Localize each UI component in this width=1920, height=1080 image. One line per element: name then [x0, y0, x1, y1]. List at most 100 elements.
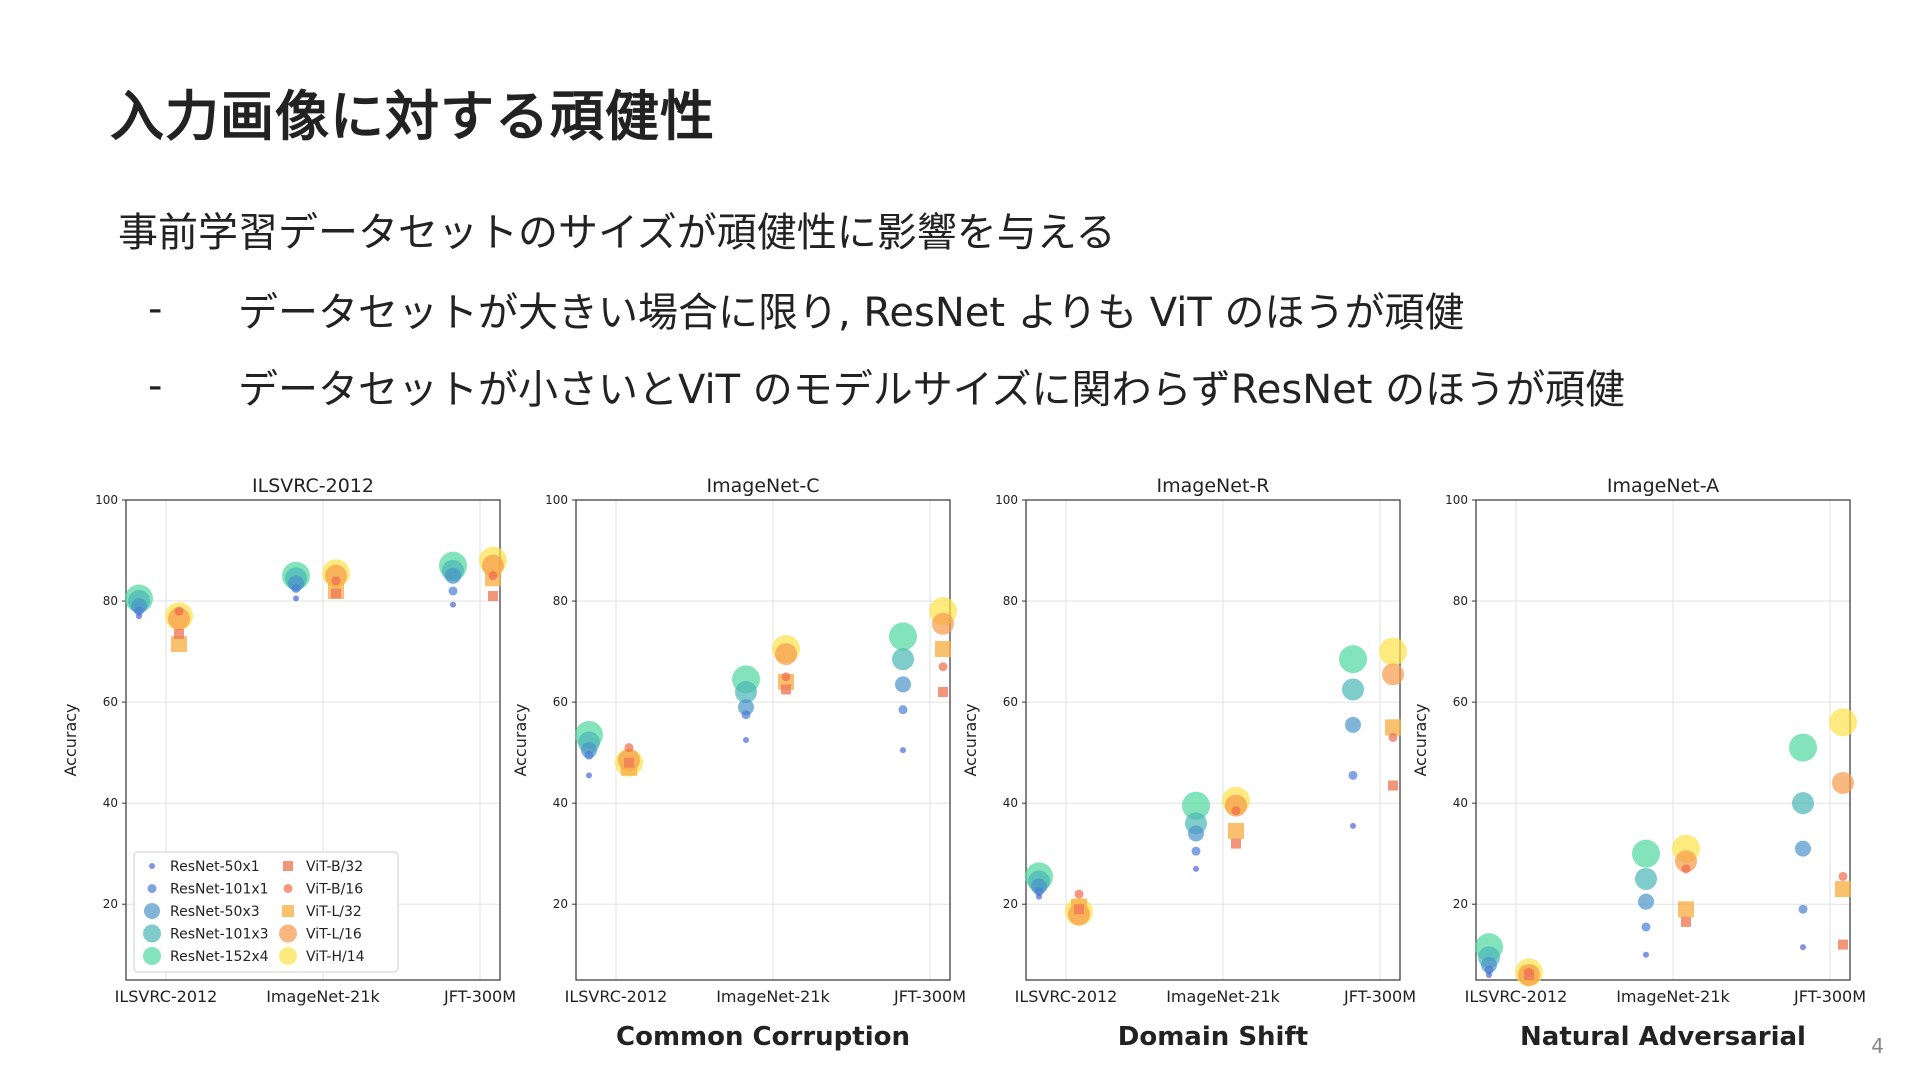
data-point-vit-b-32	[331, 588, 341, 599]
data-point-resnet-152x4	[1339, 645, 1367, 674]
y-tick-label: 40	[553, 796, 568, 810]
data-point-resnet-50x1	[1036, 893, 1042, 900]
data-point-resnet-50x1	[1800, 944, 1806, 951]
legend-label: ResNet-152x4	[170, 949, 269, 965]
legend-marker	[283, 861, 293, 871]
data-point-resnet-101x1	[1641, 922, 1651, 932]
chart-svg: ImageNet-R 20 40 60 80 100 Accuracy ILSVRC-2012…	[961, 475, 1416, 1006]
y-tick-label: 40	[103, 796, 118, 810]
data-point-resnet-50x1	[1643, 951, 1649, 958]
y-tick-label: 80	[103, 594, 118, 608]
y-tick-label: 60	[553, 695, 568, 709]
legend-label: ViT-L/16	[306, 927, 362, 943]
legend-marker	[282, 905, 294, 917]
data-point-resnet-101x1	[584, 750, 594, 760]
data-point-resnet-101x3	[1792, 792, 1814, 815]
data-point-vit-b-32	[1524, 969, 1534, 980]
data-point-vit-b-32	[174, 628, 184, 639]
lead-text: 事前学習データセットのサイズが頑健性に影響を与える	[118, 210, 1116, 256]
slide-title: 入力画像に対する頑健性	[110, 85, 715, 148]
data-point-resnet-101x1	[291, 583, 301, 593]
page-number: 4	[1871, 1034, 1884, 1058]
data-point-vit-l-16	[168, 607, 190, 630]
chart-svg: ImageNet-A 20 40 60 80 100 Accuracy ILSVRC-2012…	[1411, 475, 1866, 1006]
data-point-vit-b-16	[174, 606, 184, 616]
data-point-resnet-50x3	[738, 699, 754, 716]
data-point-resnet-101x1	[1191, 846, 1201, 856]
legend-marker	[279, 947, 297, 965]
y-tick-label: 20	[103, 897, 118, 911]
data-point-resnet-50x3	[1638, 893, 1654, 910]
chart-ilsvrc: ILSVRC-2012 20 40 60 80 100 Accuracy ILSVRC-201…	[60, 468, 516, 1032]
y-tick-label: 40	[1453, 796, 1468, 810]
legend-box	[133, 851, 399, 973]
x-tick-label: JFT-300M	[1343, 987, 1416, 1006]
data-point-resnet-50x1	[1350, 822, 1356, 829]
data-point-vit-b-32	[1838, 939, 1848, 950]
bullet-2: - データセットが小さいとViT のモデルサイズに関わらずResNet のほうが…	[148, 357, 1625, 415]
data-point-resnet-50x1	[136, 613, 142, 620]
bullet-1: - データセットが大きい場合に限り, ResNet よりも ViT のほうが頑健	[148, 280, 1464, 338]
data-point-vit-l-16	[1832, 771, 1854, 794]
data-point-resnet-50x1	[586, 772, 592, 779]
y-tick-label: 60	[103, 695, 118, 709]
data-point-resnet-101x1	[898, 705, 908, 715]
data-point-vit-b-16	[1388, 732, 1398, 742]
data-point-resnet-152x4	[1632, 839, 1660, 868]
plot-frame	[1475, 499, 1851, 981]
chart-imagenet-a: ImageNet-A 20 40 60 80 100 Accuracy ILSVRC-2012…	[1410, 468, 1866, 1032]
x-tick-label: ImageNet-21k	[266, 987, 380, 1006]
y-axis-label: Accuracy	[511, 703, 530, 776]
y-axis-label: Accuracy	[61, 703, 80, 776]
x-tick-label: JFT-300M	[443, 987, 516, 1006]
chart-svg: ImageNet-C 20 40 60 80 100 Accuracy ILSVRC-2012…	[511, 475, 966, 1006]
data-point-resnet-50x3	[1188, 825, 1204, 842]
y-tick-label: 80	[1453, 594, 1468, 608]
legend-marker	[143, 924, 161, 943]
data-point-vit-b-16	[781, 672, 791, 682]
data-point-resnet-101x3	[735, 681, 757, 703]
y-tick-label: 100	[95, 493, 118, 507]
data-point-resnet-50x1	[293, 595, 299, 602]
data-point-vit-l-32	[1678, 901, 1694, 918]
data-point-resnet-101x3	[892, 648, 914, 671]
chart-title: ImageNet-R	[1157, 475, 1270, 497]
data-point-vit-b-32	[1074, 904, 1084, 915]
x-tick-label: ImageNet-21k	[716, 987, 830, 1006]
legend-label: ResNet-101x1	[170, 882, 269, 898]
y-tick-label: 80	[553, 594, 568, 608]
y-tick-label: 100	[1445, 493, 1468, 507]
bullet-dash: -	[148, 286, 163, 332]
legend-marker	[149, 863, 155, 869]
legend-label: ViT-L/32	[306, 904, 362, 920]
chart-imagenet-c: ImageNet-C 20 40 60 80 100 Accuracy ILSVRC-2012…	[510, 468, 966, 1032]
legend-marker	[143, 947, 161, 965]
y-axis-label: Accuracy	[961, 703, 980, 776]
data-point-vit-l-16	[325, 564, 347, 587]
data-point-vit-l-32	[1835, 881, 1851, 898]
chart-imagenet-r: ImageNet-R 20 40 60 80 100 Accuracy ILSVRC-2012…	[960, 468, 1416, 1032]
data-point-vit-l-32	[935, 641, 951, 658]
legend-marker	[147, 884, 157, 893]
data-point-vit-l-32	[1228, 822, 1244, 839]
chart-title: ImageNet-A	[1607, 475, 1719, 497]
data-point-vit-h-14	[1829, 708, 1857, 737]
data-point-vit-b-16	[624, 743, 634, 753]
x-tick-label: ImageNet-21k	[1166, 987, 1280, 1006]
x-tick-label: ILSVRC-2012	[1015, 987, 1118, 1006]
caption-common-corruption: Common Corruption	[616, 1022, 910, 1052]
y-axis-label: Accuracy	[1411, 703, 1430, 776]
data-point-vit-h-14	[1379, 637, 1407, 666]
data-point-vit-l-16	[1225, 794, 1247, 817]
data-point-vit-b-32	[1231, 838, 1241, 849]
data-point-vit-l-16	[1382, 663, 1404, 686]
data-point-resnet-50x3	[1345, 716, 1361, 733]
data-point-vit-b-32	[488, 591, 498, 601]
data-point-resnet-101x1	[1034, 887, 1044, 897]
data-point-resnet-101x1	[448, 586, 458, 596]
data-point-vit-b-32	[938, 687, 948, 697]
x-tick-label: ILSVRC-2012	[115, 987, 218, 1006]
bullet-text: データセットが小さいとViT のモデルサイズに関わらずResNet のほうが頑健	[238, 367, 1626, 413]
data-point-vit-b-16	[488, 571, 498, 581]
y-tick-label: 60	[1003, 695, 1018, 709]
